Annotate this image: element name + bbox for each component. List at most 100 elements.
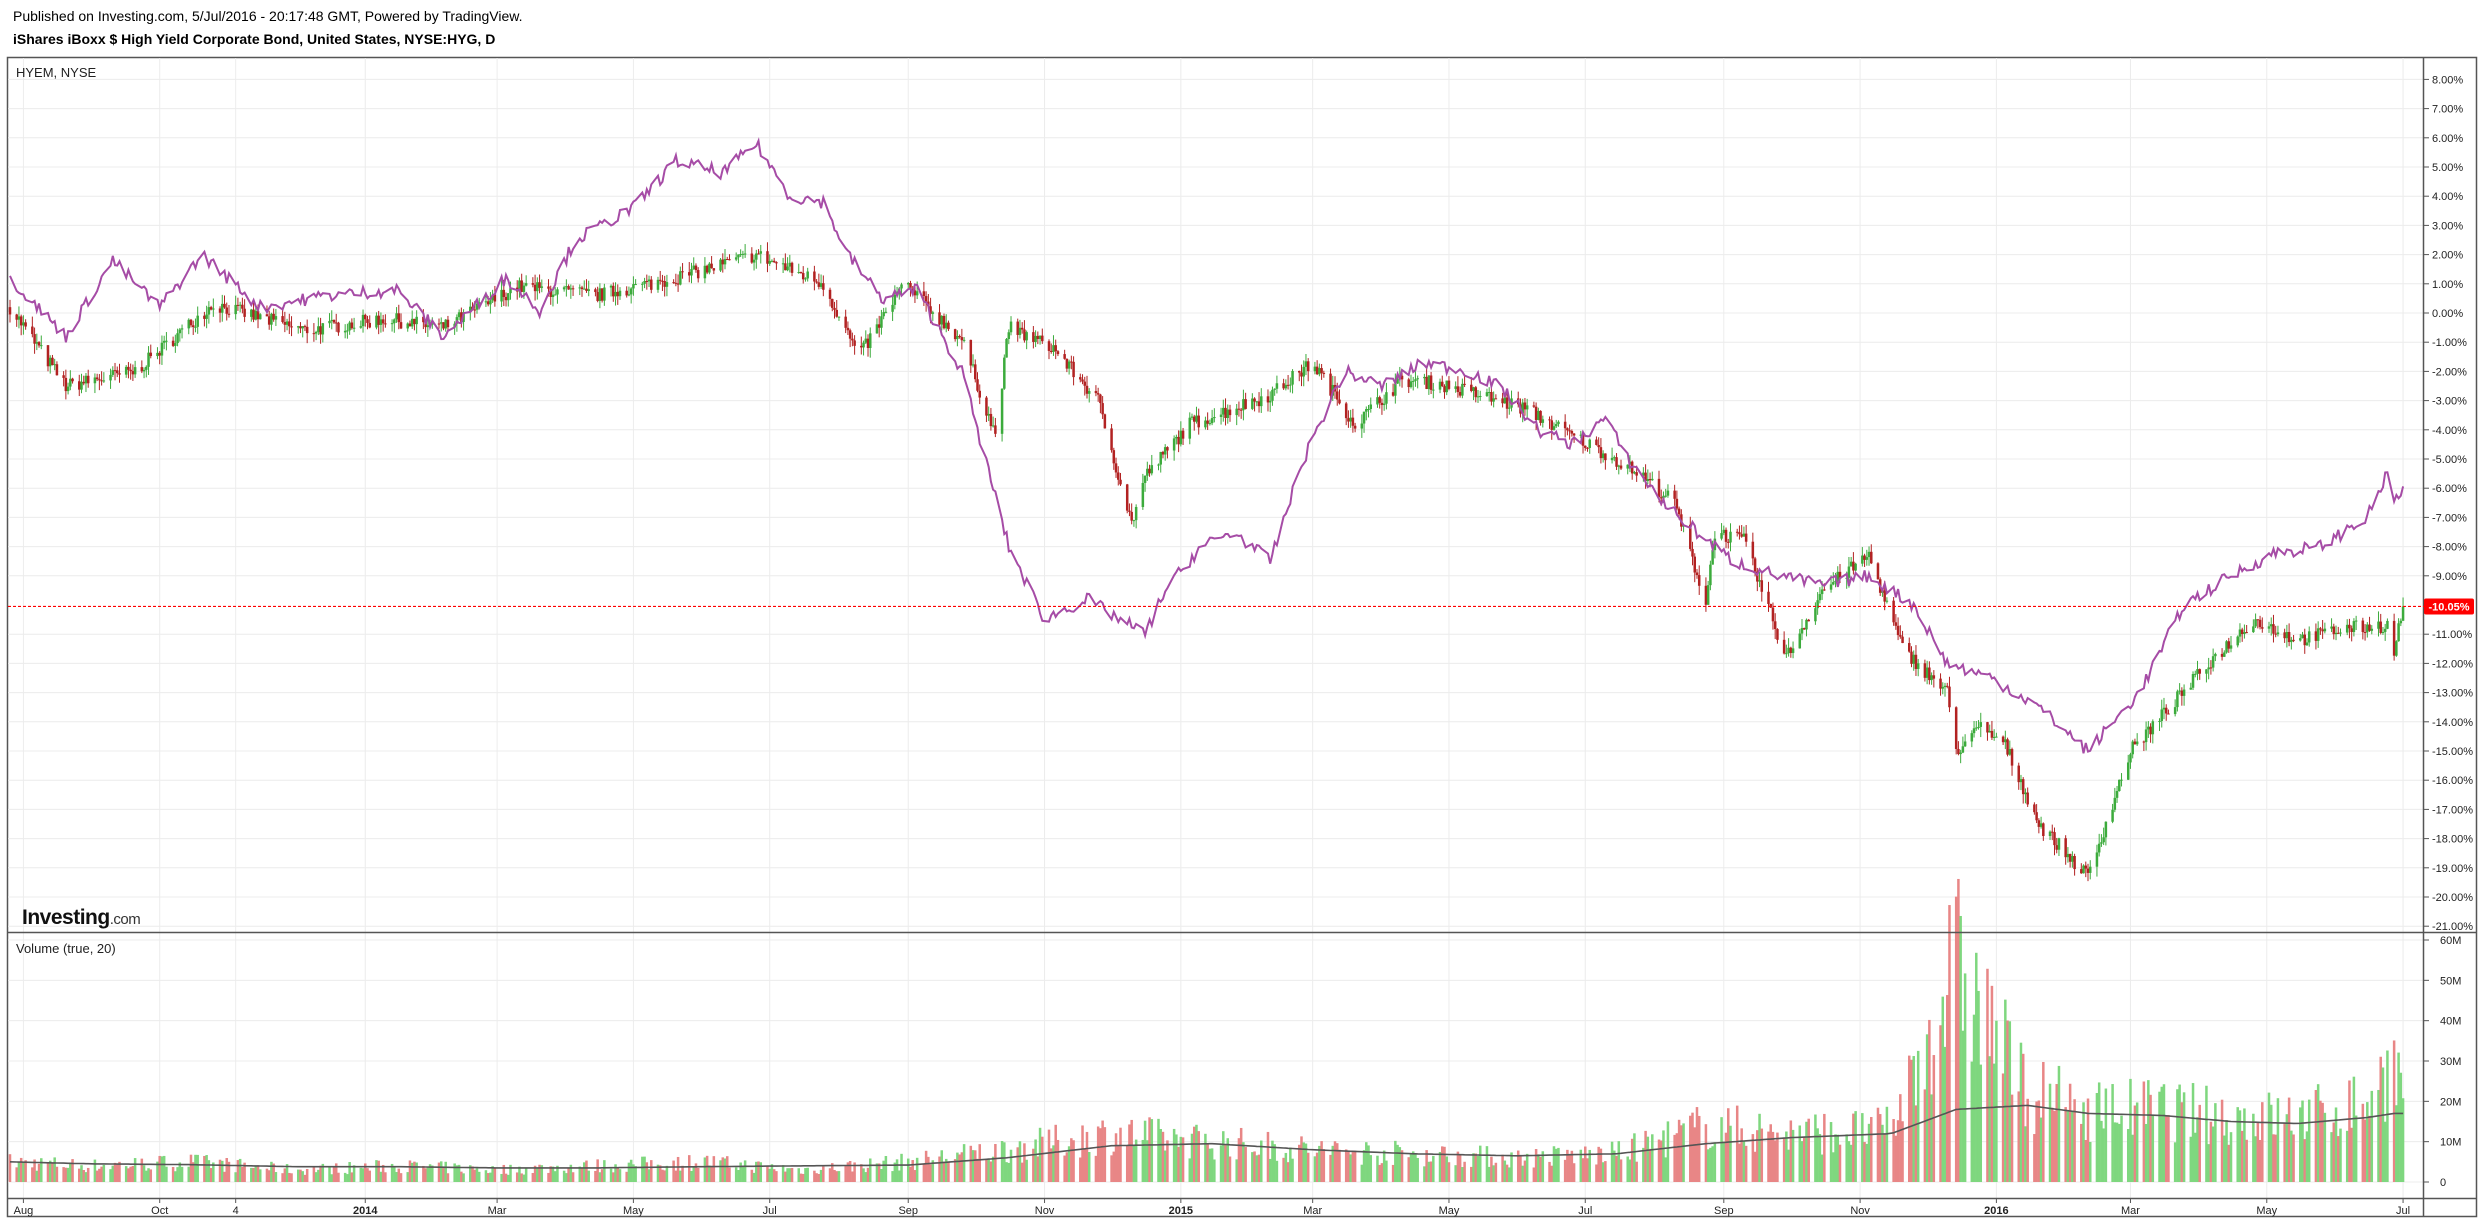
volume-bar — [1349, 1154, 1352, 1182]
last-value-badge: -10.05% — [2424, 598, 2474, 615]
candle-body — [2377, 621, 2380, 629]
candle-body — [225, 307, 228, 314]
volume-bar — [705, 1155, 709, 1182]
candle-body — [1865, 557, 1869, 560]
candle-body — [1861, 555, 1864, 564]
volume-bar — [1485, 1146, 1489, 1182]
volume-bar — [274, 1172, 278, 1182]
volume-bar — [1409, 1153, 1413, 1182]
time-axis-label: Mar — [488, 1205, 507, 1217]
candle-body — [1995, 736, 1998, 738]
candle-body — [578, 287, 582, 289]
candle-body — [1079, 377, 1082, 380]
volume-bar — [594, 1170, 597, 1182]
candle-body — [203, 315, 206, 319]
time-axis-label: May — [623, 1205, 644, 1217]
volume-bar — [2227, 1144, 2231, 1182]
candle-body — [285, 321, 289, 325]
candle-body — [1052, 345, 1055, 352]
candle-body — [312, 333, 316, 335]
price-axis-label: -4.00% — [2432, 425, 2467, 437]
candle-body — [384, 323, 387, 325]
candle-body — [187, 319, 191, 329]
volume-bar — [969, 1145, 973, 1182]
candle-body — [424, 322, 427, 328]
volume-bar — [460, 1171, 463, 1182]
candle-body — [337, 322, 340, 333]
volume-bar — [2100, 1120, 2103, 1182]
price-axis-label: -18.00% — [2432, 834, 2473, 846]
volume-bar — [285, 1164, 289, 1182]
candle-body — [1832, 582, 1835, 585]
candle-body — [305, 326, 309, 334]
candle-body — [1711, 550, 1714, 565]
volume-bar — [1306, 1152, 1310, 1182]
candle-body — [913, 290, 917, 296]
candle-body — [457, 312, 461, 318]
volume-bar — [1224, 1144, 1227, 1182]
volume-bar — [1056, 1139, 1060, 1182]
volume-bar — [2144, 1123, 2148, 1182]
candle-body — [2379, 621, 2382, 633]
volume-bar — [1816, 1128, 1819, 1182]
candle-body — [2066, 853, 2070, 858]
candle-body — [223, 303, 226, 308]
candle-body — [502, 289, 506, 297]
volume-bar — [658, 1165, 662, 1182]
volume-bar — [799, 1173, 803, 1182]
candle-body — [1192, 416, 1196, 422]
volume-bar — [1130, 1119, 1133, 1182]
volume-bar — [1782, 1138, 1786, 1182]
candle-body — [2102, 837, 2105, 843]
candle-body — [2080, 869, 2083, 874]
candle-body — [1945, 685, 1949, 687]
volume-bar — [1854, 1111, 1857, 1182]
volume-bar — [64, 1167, 68, 1182]
volume-bar — [2196, 1117, 2199, 1182]
volume-bar — [1791, 1129, 1795, 1182]
candle-body — [1753, 558, 1757, 572]
candle-body — [616, 291, 620, 297]
volume-bar — [862, 1168, 865, 1182]
volume-bar — [2292, 1134, 2295, 1182]
volume-bar — [504, 1173, 508, 1182]
volume-bar — [1519, 1155, 1522, 1182]
candle-body — [227, 313, 231, 315]
candle-body — [1566, 428, 1569, 431]
candle-body — [2337, 632, 2340, 634]
volume-bar — [609, 1168, 613, 1182]
volume-bar — [178, 1162, 182, 1182]
candle-body — [473, 309, 477, 311]
volume-bar — [1635, 1161, 1638, 1182]
candle-body — [1709, 564, 1712, 586]
volume-bar — [2379, 1056, 2382, 1182]
candle-body — [1925, 667, 1929, 678]
volume-bar — [1557, 1147, 1560, 1182]
candle-body — [1876, 563, 1880, 580]
candle-body — [1407, 379, 1411, 388]
candle-body — [1501, 398, 1504, 404]
candle-body — [115, 370, 119, 374]
candle-body — [806, 271, 809, 279]
volume-bar — [1682, 1123, 1685, 1182]
candle-body — [399, 322, 403, 329]
candle-body — [350, 322, 354, 329]
volume-bar — [520, 1173, 523, 1182]
price-axis-label: 1.00% — [2432, 279, 2463, 291]
candle-body — [2113, 797, 2117, 810]
volume-bar — [350, 1172, 354, 1182]
volume-bar — [1677, 1119, 1681, 1182]
candle-body — [2274, 633, 2277, 635]
volume-bar — [1876, 1107, 1880, 1182]
candle-body — [2191, 673, 2195, 688]
volume-bar — [2332, 1122, 2336, 1182]
candle-body — [1720, 533, 1723, 539]
candle-body — [1554, 424, 1558, 427]
volume-bar — [1338, 1149, 1341, 1182]
candle-body — [2370, 628, 2374, 631]
volume-bar — [723, 1158, 727, 1182]
candle-body — [2057, 838, 2061, 850]
candle-body — [1852, 561, 1855, 571]
candle-body — [1470, 384, 1473, 391]
